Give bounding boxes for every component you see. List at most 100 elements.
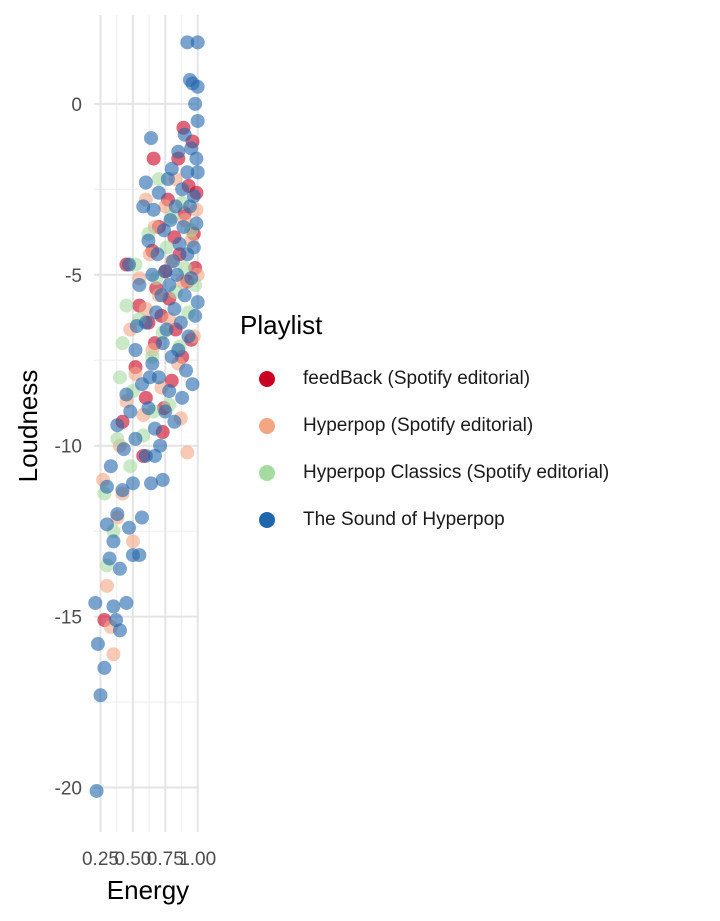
- data-point: [190, 165, 205, 180]
- data-point: [90, 636, 105, 651]
- data-point: [163, 213, 178, 228]
- data-point: [158, 264, 173, 279]
- data-point: [176, 219, 191, 234]
- data-point: [181, 329, 196, 344]
- y-tick-label: -15: [55, 608, 82, 629]
- data-point: [162, 278, 177, 293]
- x-tick-label: 0.75: [147, 849, 184, 870]
- data-point: [188, 96, 203, 111]
- data-point: [190, 79, 205, 94]
- data-point: [134, 510, 149, 525]
- data-point: [180, 445, 195, 460]
- legend-swatch: [259, 511, 275, 528]
- data-point: [167, 414, 182, 429]
- x-tick-label: 0.25: [82, 849, 119, 870]
- data-point: [125, 476, 140, 491]
- data-point: [129, 319, 144, 334]
- data-point: [89, 783, 104, 798]
- data-point: [103, 459, 118, 474]
- y-axis-title: Loudness: [13, 370, 43, 483]
- data-point: [99, 578, 114, 593]
- legend: Playlist feedBack (Spotify editorial) Hy…: [240, 310, 609, 543]
- x-tick-label: 0.50: [114, 849, 151, 870]
- data-point: [168, 199, 183, 214]
- data-point: [172, 237, 187, 252]
- legend-swatch: [259, 464, 275, 481]
- data-point: [158, 199, 173, 214]
- legend-swatch: [259, 417, 275, 434]
- data-point: [136, 199, 151, 214]
- data-point: [144, 131, 159, 146]
- y-tick-label: 0: [71, 95, 82, 116]
- data-point: [138, 175, 153, 190]
- data-point: [93, 688, 108, 703]
- data-point: [132, 278, 147, 293]
- data-point: [141, 233, 156, 248]
- data-point: [141, 401, 156, 416]
- data-point: [119, 595, 134, 610]
- data-point: [188, 308, 203, 323]
- data-point: [128, 343, 143, 358]
- data-point: [147, 421, 162, 436]
- x-axis-ticks: 0.250.500.751.00: [82, 849, 216, 870]
- data-point: [190, 113, 205, 128]
- data-point: [125, 534, 140, 549]
- data-point: [112, 370, 127, 385]
- data-point: [190, 35, 205, 50]
- data-point: [112, 623, 127, 638]
- legend-label: Hyperpop Classics (Spotify editorial): [303, 461, 610, 483]
- data-point: [177, 127, 192, 142]
- data-point: [128, 431, 143, 446]
- data-point: [169, 267, 184, 282]
- data-point: [115, 336, 130, 351]
- data-point: [106, 534, 121, 549]
- data-point: [112, 561, 127, 576]
- data-point: [119, 298, 134, 313]
- data-point: [185, 377, 200, 392]
- data-point: [106, 647, 121, 662]
- data-point: [97, 660, 112, 675]
- data-point: [99, 517, 114, 532]
- data-point: [190, 295, 205, 310]
- data-point: [128, 366, 143, 381]
- data-point: [122, 520, 136, 535]
- data-point: [106, 599, 121, 614]
- data-point: [167, 301, 182, 316]
- data-point: [110, 418, 125, 433]
- data-point: [110, 431, 125, 446]
- data-point: [123, 404, 138, 419]
- data-point: [164, 161, 179, 176]
- data-point: [171, 343, 186, 358]
- x-axis-title: Energy: [107, 875, 189, 905]
- legend-title: Playlist: [240, 310, 323, 340]
- data-point: [186, 240, 201, 255]
- data-point: [150, 247, 165, 262]
- data-point: [159, 322, 174, 337]
- data-point: [142, 370, 157, 385]
- data-point: [180, 165, 195, 180]
- data-point: [149, 305, 164, 320]
- legend-swatch: [259, 370, 275, 387]
- data-point: [186, 189, 201, 204]
- data-point: [162, 384, 177, 399]
- data-point: [144, 476, 159, 491]
- data-point: [115, 483, 130, 498]
- data-point: [179, 363, 194, 378]
- data-point: [180, 35, 195, 50]
- data-point: [155, 472, 170, 487]
- data-point: [175, 390, 190, 405]
- data-point: [157, 223, 171, 238]
- major-gridlines: [94, 15, 199, 832]
- data-point: [110, 507, 125, 522]
- data-point: [184, 271, 199, 286]
- data-point: [175, 182, 190, 197]
- data-point: [88, 595, 103, 610]
- data-point: [102, 551, 117, 566]
- data-point: [116, 442, 131, 457]
- x-tick-label: 1.00: [179, 849, 216, 870]
- data-point: [99, 479, 114, 494]
- data-point: [146, 151, 161, 166]
- data-points: [88, 35, 205, 798]
- data-point: [177, 288, 192, 303]
- legend-label: Hyperpop (Spotify editorial): [303, 414, 534, 436]
